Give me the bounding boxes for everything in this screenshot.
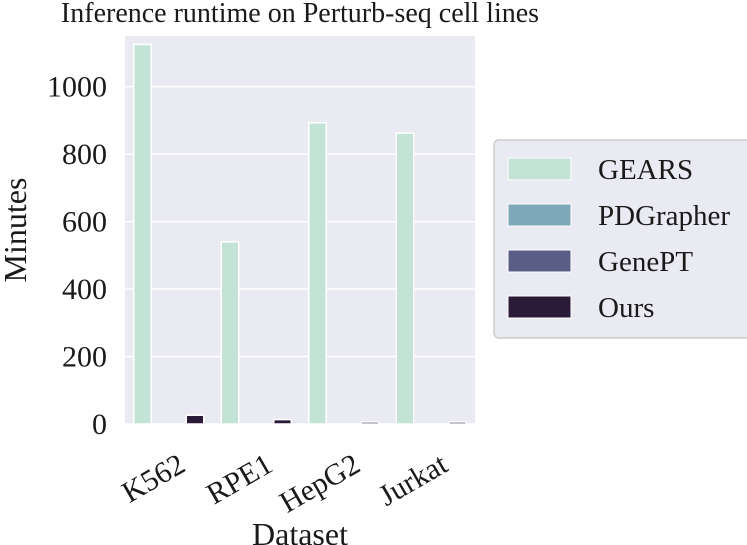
- legend-swatch-pdgrapher: [507, 203, 572, 227]
- y-tick-labels: 0 200 400 600 800 1000: [47, 71, 107, 441]
- x-axis-title: Dataset: [252, 516, 348, 545]
- x-tick-label: Jurkat: [373, 447, 454, 513]
- plot-area: [125, 36, 475, 424]
- legend-swatch-ours: [507, 295, 572, 319]
- legend-label-pdgrapher: PDGrapher: [598, 200, 730, 232]
- bar-ours-jurkat: [448, 421, 467, 425]
- legend-swatch-gears: [507, 157, 572, 181]
- y-axis-title: Minutes: [0, 178, 33, 283]
- y-tick-label: 0: [92, 408, 107, 441]
- legend-label-ours: Ours: [598, 292, 654, 324]
- bar-gears-rpe1: [220, 241, 240, 425]
- y-tick-label: 200: [62, 341, 107, 374]
- legend-label-gears: GEARS: [598, 154, 693, 186]
- bar-ours-rpe1: [273, 418, 292, 425]
- legend: GEARS PDGrapher GenePT Ours: [493, 139, 747, 339]
- x-tick-label: K562: [116, 447, 190, 509]
- legend-label-genept: GenePT: [598, 246, 693, 278]
- x-tick-label: RPE1: [201, 447, 278, 511]
- y-tick-label: 1000: [47, 71, 107, 104]
- y-tick-label: 800: [62, 138, 107, 171]
- bar-gears-hepg2: [308, 121, 327, 425]
- y-tick-label: 400: [62, 273, 107, 306]
- x-tick-label: HepG2: [274, 447, 366, 519]
- legend-swatch-genept: [507, 249, 572, 273]
- bars: [133, 43, 467, 425]
- bar-gears-jurkat: [395, 132, 415, 425]
- bar-ours-k562: [185, 414, 205, 425]
- bar-ours-hepg2: [360, 421, 380, 425]
- chart-title: Inference runtime on Perturb-seq cell li…: [61, 0, 539, 29]
- gridlines: [125, 85, 475, 425]
- bar-gears-k562: [133, 43, 152, 425]
- legend-frame: [493, 139, 747, 339]
- y-tick-label: 600: [62, 206, 107, 239]
